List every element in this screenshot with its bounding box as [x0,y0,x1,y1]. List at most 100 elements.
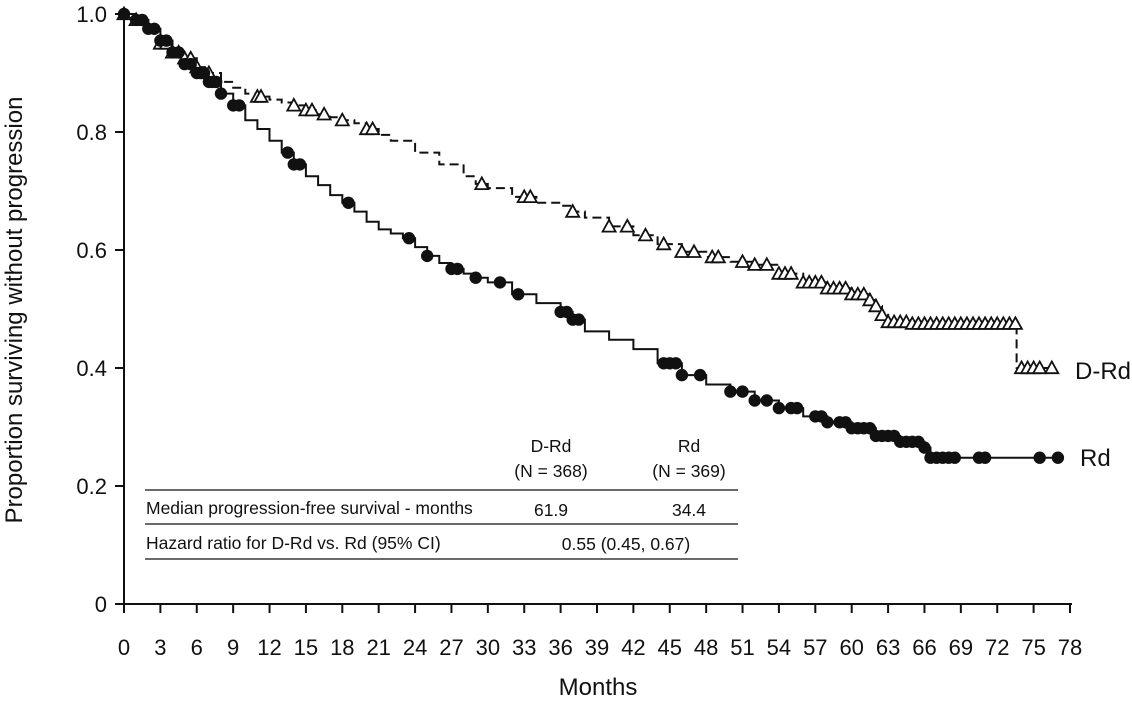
x-tick-label: 3 [154,635,166,660]
censor-marker-rd [772,401,786,415]
censor-marker-d-rd [685,243,703,258]
x-tick-label: 21 [366,635,390,660]
censor-marker-rd [451,262,464,276]
censor-marker-d-rd [1007,315,1024,330]
x-tick-label: 18 [330,635,354,660]
y-tick-label: 0.4 [76,356,107,381]
x-tick-label: 0 [118,635,130,660]
x-tick-label: 6 [191,635,203,660]
censor-marker-rd [1051,451,1065,464]
x-tick-label: 39 [585,635,609,660]
x-tick-label: 30 [476,635,500,660]
y-tick-label: 0.8 [76,120,107,145]
censor-marker-d-rd [673,243,690,258]
censor-marker-d-rd [601,218,618,233]
x-tick-label: 78 [1058,635,1082,660]
censor-marker-d-rd [316,105,333,121]
censor-marker-rd [1033,451,1046,464]
censor-marker-rd [281,146,294,159]
curve-rd [124,13,1058,459]
censor-marker-rd [790,401,804,415]
censor-marker-rd [978,451,992,464]
table-header-col2-line2: (N = 369) [652,461,725,481]
censor-marker-rd [918,441,931,454]
x-tick-label: 15 [294,635,318,660]
censor-marker-rd [421,249,434,263]
censor-marker-rd [675,368,689,382]
x-axis-title: Months [559,674,638,701]
x-tick-label: 54 [767,635,791,660]
censor-marker-d-rd [1043,359,1060,375]
censor-marker-rd [402,232,416,245]
censor-marker-rd [572,313,585,326]
x-tick-label: 69 [949,635,973,660]
censor-marker-rd [669,357,682,370]
censor-marker-rd [136,13,149,27]
series-label-d-rd: D-Rd [1075,358,1131,385]
censor-marker-rd [760,394,773,407]
censor-marker-rd [342,196,355,209]
table-header-col2-line1: Rd [678,436,700,456]
censor-marker-d-rd [364,120,381,136]
censor-marker-d-rd [285,97,302,112]
censor-marker-rd [693,368,707,382]
censor-marker-d-rd [873,306,891,322]
censor-marker-d-rd [655,235,672,251]
x-tick-label: 24 [403,635,427,660]
table-row2-value: 0.55 (0.45, 0.67) [562,534,690,554]
x-tick-label: 48 [694,635,718,660]
x-tick-label: 75 [1021,635,1045,660]
axes: 0 3 6 9 12 15 18 21 24 27 30 33 36 39 42 45 48 51 54 57 60 63… [76,2,1082,660]
x-tick-label: 72 [985,635,1009,660]
survival-curves [124,13,1058,459]
censor-marker-rd [948,451,961,464]
censor-marker-d-rd [522,188,539,204]
censor-marker-rd [210,75,223,89]
x-tick-label: 27 [439,635,463,660]
table-header-col1-line2: (N = 368) [514,461,587,481]
table-row1-label: Median progression-free survival - month… [146,498,473,518]
censor-marker-d-rd [710,248,727,264]
censor-marker-rd [117,7,131,21]
censor-marker-d-rd [855,285,872,301]
censor-marker-rd [160,34,173,47]
censor-marker-d-rd [783,265,800,280]
x-tick-label: 45 [658,635,682,660]
censor-marker-rd [736,385,749,398]
censor-marker-rd [821,416,834,429]
x-tick-label: 12 [257,635,281,660]
curve-d-rd [124,13,1058,369]
censor-marker-rd [148,22,161,35]
censor-marker-d-rd [619,218,636,233]
y-tick-label: 0.6 [76,238,107,263]
censor-marker-rd [748,394,761,407]
censor-marker-rd [512,288,525,301]
x-tick-label: 60 [839,635,863,660]
censor-marker-d-rd [303,101,321,117]
censor-marker-rd [184,57,197,71]
censor-marker-d-rd [746,256,763,271]
x-tick-label: 66 [912,635,936,660]
censor-marker-rd [469,271,482,284]
x-tick-label: 36 [548,635,572,660]
censor-marker-d-rd [1031,359,1048,375]
summary-table: D-Rd (N = 368) Rd (N = 369) Median progr… [145,436,738,560]
censor-marker-d-rd [861,291,878,307]
censor-marker-d-rd [867,297,884,313]
x-tick-label: 9 [227,635,239,660]
x-tick-label: 33 [512,635,536,660]
censor-marker-rd [214,87,228,100]
y-ticks: 0 0.2 0.4 0.6 0.8 1.0 [76,2,124,617]
censor-marker-d-rd [564,203,581,218]
y-axis-title: Proportion surviving without progression [1,97,28,524]
series-label-rd: Rd [1080,445,1111,472]
y-tick-label: 0.2 [76,474,107,499]
censor-marker-rd [172,46,185,59]
censor-marker-d-rd [813,274,830,289]
y-tick-label: 0 [95,592,107,617]
censor-marker-rd [724,385,737,398]
table-row1-value-d-rd: 61.9 [534,500,568,520]
censor-marker-rd [493,276,507,289]
x-tick-label: 63 [876,635,900,660]
